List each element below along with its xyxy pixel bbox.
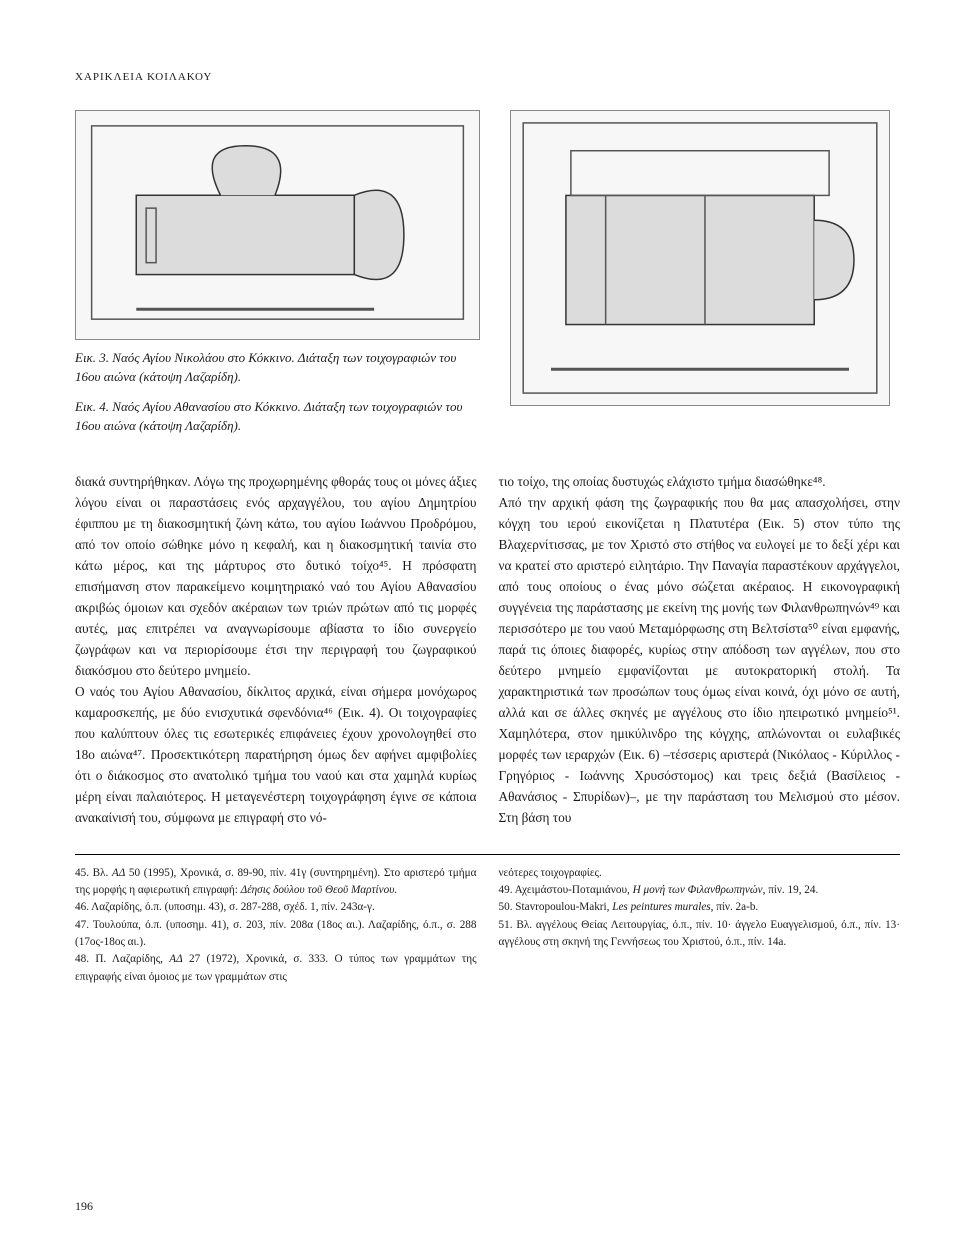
body-col-right: τιο τοίχο, της οποίας δυστυχώς ελάχιστο …	[499, 471, 901, 828]
figure-3-caption: Εικ. 3. Ναός Αγίου Νικολάου στο Κόκκινο.…	[75, 348, 480, 387]
figure-4-caption: Εικ. 4. Ναός Αγίου Αθανασίου στο Κόκκινο…	[75, 397, 480, 436]
body-col-left: διακά συντηρήθηκαν. Λόγω της προχωρημένη…	[75, 471, 477, 828]
body-columns: διακά συντηρήθηκαν. Λόγω της προχωρημένη…	[75, 471, 900, 828]
figure-3-plan	[75, 110, 480, 340]
figure-3-block: Εικ. 3. Ναός Αγίου Νικολάου στο Κόκκινο.…	[75, 110, 480, 436]
footnotes-block: 45. Βλ. ΑΔ 50 (1995), Χρονικά, σ. 89-90,…	[75, 865, 900, 987]
plan-svg-fig4	[511, 111, 889, 405]
running-head: ΧΑΡΙΚΛΕΙΑ ΚΟΙΛΑΚΟΥ	[75, 70, 900, 86]
footnotes-rule	[75, 854, 900, 855]
footnotes-left: 45. Βλ. ΑΔ 50 (1995), Χρονικά, σ. 89-90,…	[75, 865, 477, 987]
figure-row: Εικ. 3. Ναός Αγίου Νικολάου στο Κόκκινο.…	[75, 110, 900, 436]
figure-4-block	[510, 110, 890, 436]
footnotes-right: νεότερες τοιχογραφίες.49. Αχειμάστου-Ποτ…	[499, 865, 901, 987]
page-number: 196	[75, 1198, 93, 1215]
figure-4-plan	[510, 110, 890, 406]
plan-svg-fig3	[76, 111, 479, 339]
